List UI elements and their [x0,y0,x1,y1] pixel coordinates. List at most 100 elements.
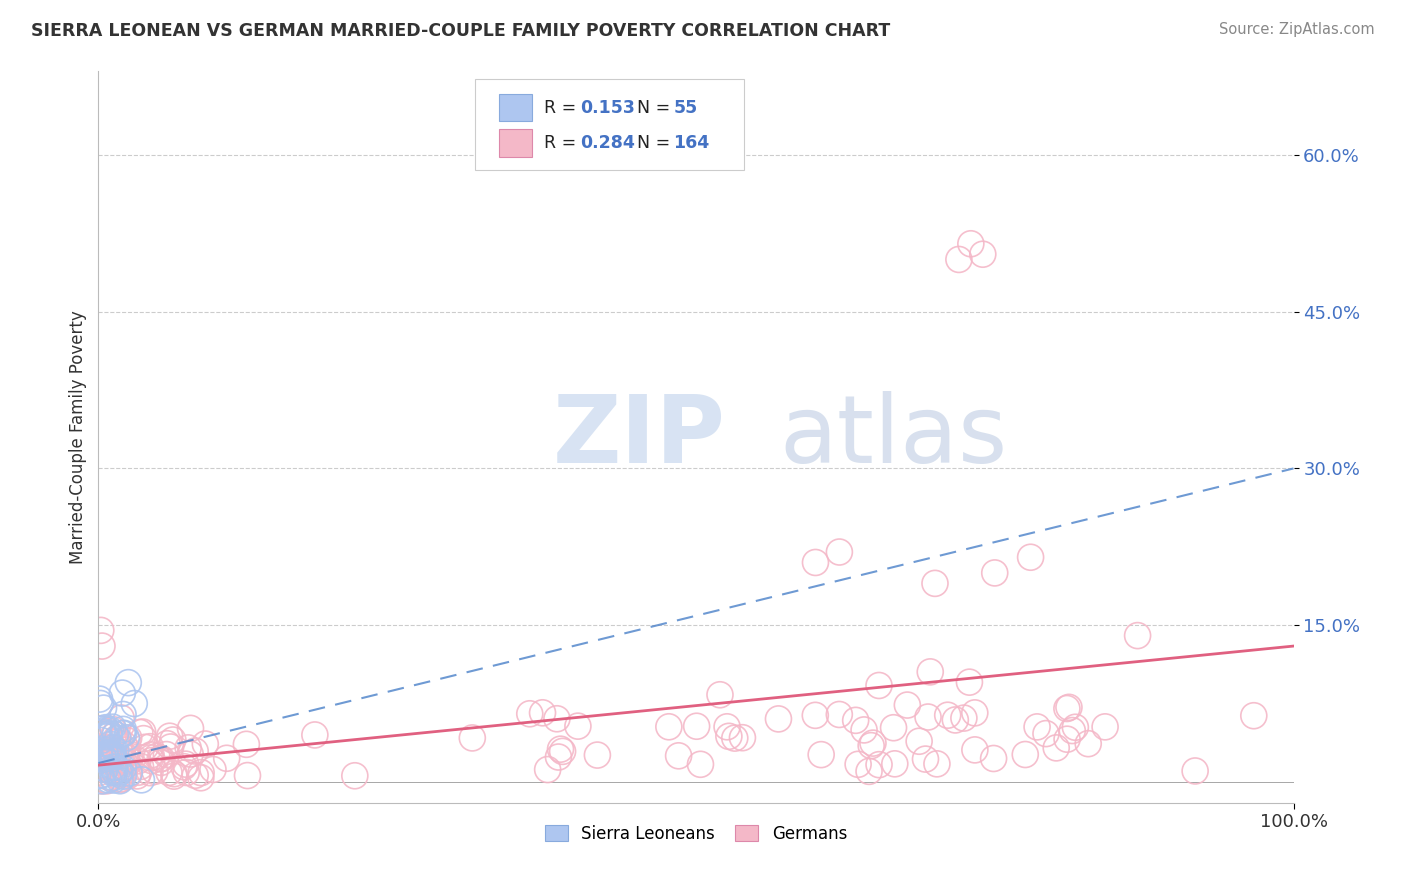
Point [103,751,125,765]
Point [112,707,135,722]
Point [110,772,132,787]
Point [235,737,257,751]
Point [194,737,217,751]
Point [689,757,711,772]
Point [96,744,118,758]
Point [925,756,948,771]
Point [93,701,115,715]
Point [98,763,121,777]
Point [108,764,131,779]
Point [948,252,970,267]
Text: 164: 164 [673,134,710,152]
Point [89,765,111,780]
Point [883,721,905,735]
Point [97,746,120,760]
FancyBboxPatch shape [499,129,533,157]
Point [201,763,224,777]
Point [112,723,135,737]
Point [184,768,207,782]
Point [101,752,124,766]
Point [103,772,125,787]
Point [128,765,150,780]
Point [768,712,790,726]
Point [1077,737,1099,751]
Point [896,698,918,712]
Point [101,730,124,744]
Point [108,766,131,780]
Point [150,751,173,765]
Point [100,749,122,764]
Point [94,758,117,772]
Point [108,745,131,759]
Point [110,772,132,786]
Point [110,753,132,767]
Point [89,697,111,711]
Point [117,756,139,771]
Point [129,759,152,773]
Point [90,758,112,772]
Point [101,755,124,769]
Point [96,773,118,788]
Point [174,757,197,772]
Point [90,773,112,788]
Point [1035,726,1057,740]
Point [155,747,177,762]
Point [134,740,156,755]
Point [91,749,114,764]
Point [343,769,366,783]
Text: Source: ZipAtlas.com: Source: ZipAtlas.com [1219,22,1375,37]
Point [100,752,122,766]
Point [97,772,120,787]
Point [586,747,609,762]
Point [90,733,112,747]
Point [117,675,139,690]
Point [159,729,181,743]
Point [101,760,124,774]
Point [804,556,827,570]
Point [1243,708,1265,723]
Point [112,769,135,783]
Point [567,719,589,733]
Point [143,764,166,779]
Point [96,730,118,744]
Point [101,740,124,755]
Point [685,719,707,733]
Point [537,763,560,777]
Point [93,752,115,766]
Point [101,720,124,734]
Point [89,741,111,756]
Point [89,739,111,754]
Point [93,727,115,741]
Point [100,749,122,764]
Point [1045,740,1067,755]
Point [173,760,195,774]
Point [94,744,117,758]
Point [96,740,118,755]
Point [174,765,197,780]
Point [108,773,131,788]
Point [157,765,180,780]
Point [1056,732,1078,747]
Point [139,765,162,780]
Point [89,749,111,764]
FancyBboxPatch shape [499,94,533,121]
Point [104,727,127,741]
Point [960,236,983,251]
Point [184,744,207,758]
Point [94,762,117,776]
Point [105,735,128,749]
Point [668,748,690,763]
Point [100,752,122,766]
Text: SIERRA LEONEAN VS GERMAN MARRIED-COUPLE FAMILY POVERTY CORRELATION CHART: SIERRA LEONEAN VS GERMAN MARRIED-COUPLE … [31,22,890,40]
Point [112,726,135,740]
Point [845,714,868,728]
Point [1184,764,1206,778]
Point [112,759,135,773]
Point [868,757,890,772]
Point [111,767,134,781]
Text: 0.153: 0.153 [581,99,636,117]
Point [117,743,139,757]
Point [924,576,946,591]
Point [104,744,127,758]
Point [110,764,132,779]
